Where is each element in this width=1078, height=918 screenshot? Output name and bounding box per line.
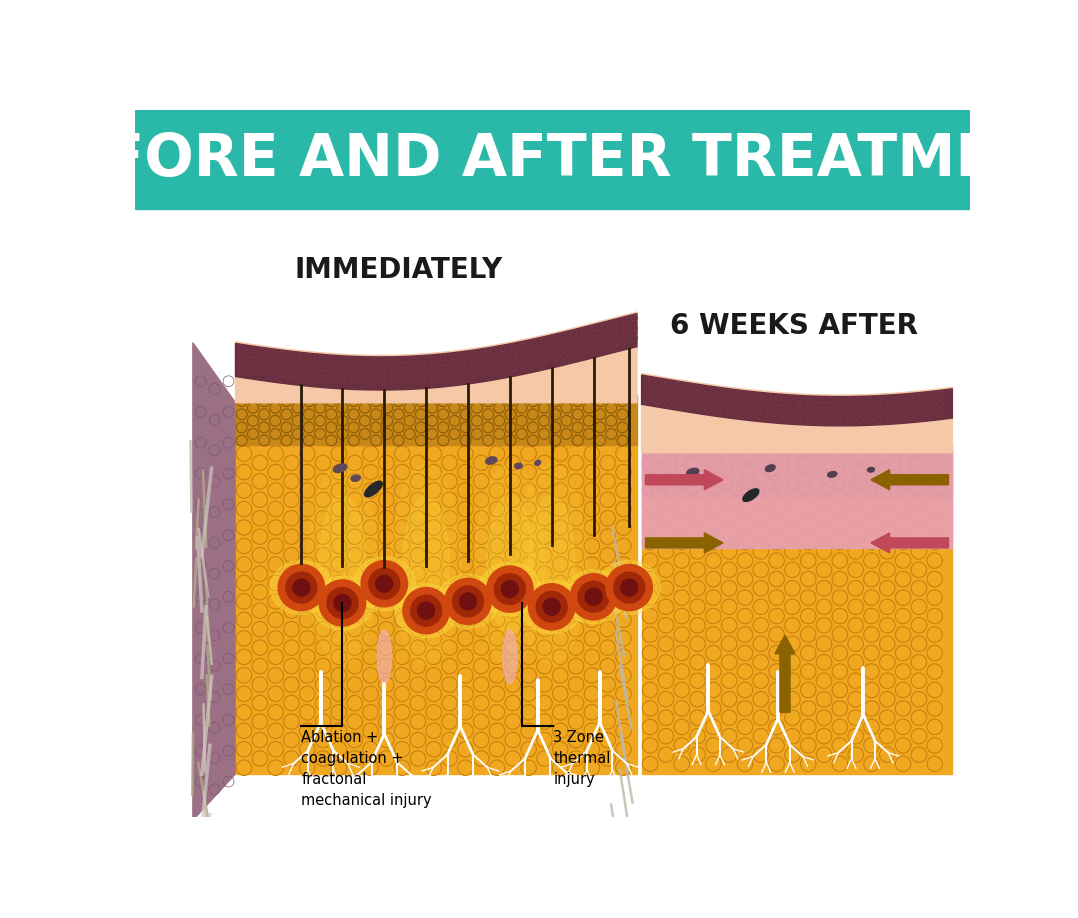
- Circle shape: [369, 568, 400, 599]
- FancyArrow shape: [775, 635, 796, 712]
- Polygon shape: [641, 374, 952, 453]
- Ellipse shape: [516, 465, 586, 665]
- Ellipse shape: [765, 465, 775, 472]
- Ellipse shape: [828, 472, 837, 477]
- Ellipse shape: [485, 457, 497, 465]
- Ellipse shape: [396, 584, 457, 638]
- Circle shape: [459, 593, 476, 610]
- Polygon shape: [193, 342, 235, 820]
- Circle shape: [543, 599, 561, 615]
- Circle shape: [453, 586, 484, 617]
- Ellipse shape: [563, 570, 624, 623]
- Text: 3 Zone
thermal
injury: 3 Zone thermal injury: [553, 730, 610, 787]
- Circle shape: [578, 581, 609, 612]
- Ellipse shape: [351, 476, 360, 481]
- FancyArrow shape: [646, 470, 723, 490]
- Circle shape: [570, 574, 617, 620]
- Ellipse shape: [364, 481, 383, 497]
- Ellipse shape: [475, 465, 544, 665]
- Ellipse shape: [743, 488, 759, 501]
- Ellipse shape: [535, 460, 541, 465]
- Ellipse shape: [377, 630, 391, 684]
- Bar: [641, 497, 952, 774]
- Ellipse shape: [687, 468, 699, 476]
- Ellipse shape: [704, 479, 713, 486]
- Circle shape: [621, 579, 638, 596]
- Ellipse shape: [514, 464, 522, 468]
- Circle shape: [495, 574, 525, 604]
- Polygon shape: [235, 312, 637, 403]
- Text: BEFORE AND AFTER TREATMENT: BEFORE AND AFTER TREATMENT: [20, 131, 1078, 188]
- Polygon shape: [235, 314, 637, 390]
- FancyArrow shape: [646, 532, 723, 553]
- Circle shape: [361, 561, 407, 607]
- Circle shape: [606, 565, 652, 610]
- FancyArrow shape: [871, 532, 949, 553]
- Bar: [641, 445, 952, 497]
- Bar: [135, 110, 970, 208]
- Circle shape: [585, 588, 603, 605]
- Ellipse shape: [598, 561, 660, 614]
- Ellipse shape: [307, 465, 377, 665]
- Text: IMMEDIATELY: IMMEDIATELY: [294, 255, 502, 284]
- Circle shape: [528, 584, 575, 630]
- Circle shape: [319, 580, 365, 626]
- Ellipse shape: [312, 576, 373, 630]
- Ellipse shape: [437, 575, 499, 628]
- Circle shape: [445, 578, 492, 624]
- Circle shape: [376, 576, 392, 592]
- Ellipse shape: [521, 580, 583, 633]
- FancyArrow shape: [871, 470, 949, 490]
- Circle shape: [327, 588, 358, 619]
- Ellipse shape: [502, 630, 516, 684]
- Text: Ablation +
coagulation +
fractonal
mechanical injury: Ablation + coagulation + fractonal mecha…: [302, 730, 432, 808]
- Circle shape: [486, 566, 534, 612]
- Circle shape: [293, 579, 309, 596]
- Circle shape: [286, 572, 317, 603]
- Circle shape: [411, 595, 442, 626]
- Ellipse shape: [391, 465, 461, 665]
- Circle shape: [334, 595, 351, 611]
- Bar: [641, 445, 952, 547]
- Ellipse shape: [333, 464, 347, 473]
- Ellipse shape: [319, 495, 365, 633]
- Circle shape: [403, 588, 450, 633]
- Circle shape: [417, 602, 434, 619]
- Ellipse shape: [528, 495, 575, 633]
- Ellipse shape: [403, 495, 450, 633]
- Ellipse shape: [486, 495, 534, 633]
- Bar: [235, 445, 637, 774]
- Ellipse shape: [271, 561, 332, 614]
- Circle shape: [613, 572, 645, 603]
- Ellipse shape: [479, 562, 541, 616]
- Ellipse shape: [868, 467, 874, 472]
- Bar: [235, 395, 637, 445]
- Text: 6 WEEKS AFTER: 6 WEEKS AFTER: [669, 312, 917, 340]
- Circle shape: [536, 591, 567, 622]
- Circle shape: [501, 580, 519, 598]
- Ellipse shape: [354, 556, 415, 610]
- Polygon shape: [641, 375, 952, 426]
- Circle shape: [278, 565, 324, 610]
- Ellipse shape: [914, 475, 922, 480]
